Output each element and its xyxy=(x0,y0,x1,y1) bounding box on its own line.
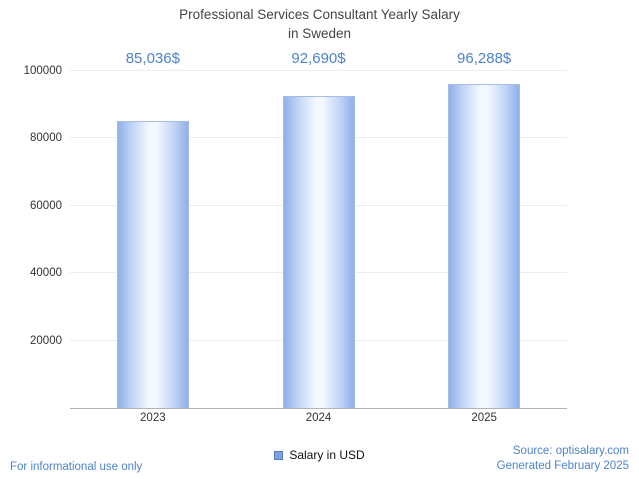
legend-swatch-icon xyxy=(274,450,284,460)
legend-label: Salary in USD xyxy=(289,448,365,462)
plot-area xyxy=(70,70,567,409)
y-axis-labels: 20000 40000 60000 80000 100000 xyxy=(0,65,62,408)
chart-title-line2: in Sweden xyxy=(287,25,352,41)
y-tick-label: 20000 xyxy=(30,334,62,347)
x-axis-labels: 2023 2024 2025 xyxy=(70,412,567,428)
legend: Salary in USD xyxy=(0,447,639,463)
chart-title-line1: Professional Services Consultant Yearly … xyxy=(179,7,460,22)
y-tick-label: 40000 xyxy=(30,267,62,280)
disclaimer-text: For informational use only xyxy=(10,461,143,473)
x-tick-label-2025: 2025 xyxy=(471,412,497,424)
y-tick-label: 80000 xyxy=(30,132,62,145)
footer-right: Source: optisalary.com Generated Februar… xyxy=(497,444,629,475)
y-tick-label: 60000 xyxy=(30,199,62,212)
bar-2024 xyxy=(282,95,355,408)
gridline xyxy=(70,70,567,71)
source-link[interactable]: Source: optisalary.com xyxy=(512,444,629,457)
x-tick-label-2024: 2024 xyxy=(305,412,332,424)
chart-title: Professional Services Consultant Yearly … xyxy=(0,6,639,44)
bar-2025 xyxy=(448,83,521,408)
value-label-2023: 85,036$ xyxy=(125,50,180,67)
value-labels-row: 85,036$ 92,690$ 96,288$ xyxy=(70,50,567,70)
bar-2023 xyxy=(116,121,189,408)
x-tick-label-2023: 2023 xyxy=(140,412,166,424)
value-label-2025: 96,288$ xyxy=(457,50,512,67)
y-tick-label: 100000 xyxy=(23,65,62,77)
value-label-2024: 92,690$ xyxy=(291,50,346,67)
generated-text: Generated February 2025 xyxy=(496,460,629,473)
